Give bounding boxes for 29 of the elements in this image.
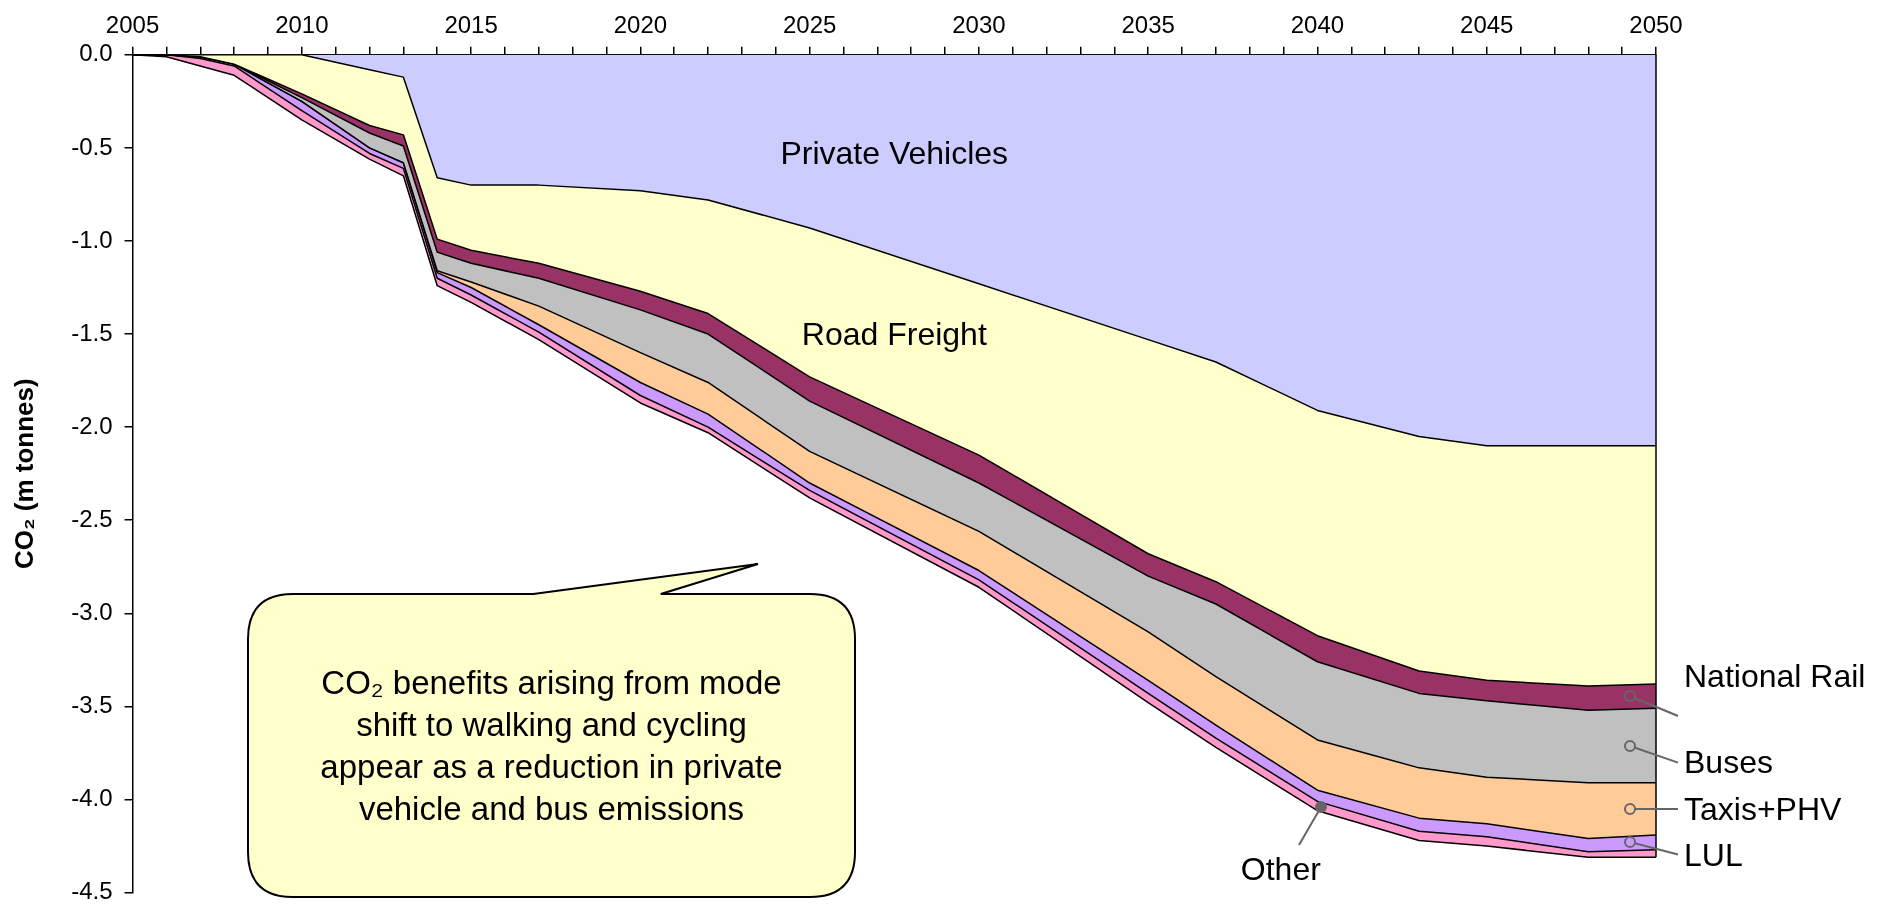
- x-tick-label: 2030: [952, 11, 1006, 39]
- legend-label: Buses: [1684, 743, 1774, 783]
- x-tick-label: 2045: [1460, 11, 1514, 39]
- y-tick-label: -1.5: [71, 318, 113, 346]
- x-tick-label: 2035: [1121, 11, 1175, 39]
- legend-label: National Rail: [1684, 657, 1867, 697]
- annotation: CO₂ benefits arising from mode shift to walking and cycling appear as a reduction in private vehicle and bus emissions: [319, 662, 784, 829]
- x-tick-label: 2025: [782, 11, 837, 39]
- y-tick-label: -2.0: [71, 411, 113, 439]
- legend-label: Taxis+PHV: [1684, 789, 1843, 829]
- x-tick-label: 2010: [275, 11, 329, 39]
- y-tick-label: -2.5: [71, 504, 113, 532]
- x-tick-label: 2020: [613, 11, 668, 39]
- y-tick-label: -1.0: [71, 225, 113, 253]
- series-label: Road Freight: [801, 315, 987, 352]
- x-tick-label: 2040: [1290, 11, 1345, 39]
- x-tick-label: 2015: [444, 11, 498, 39]
- x-tick-label: 2005: [105, 11, 160, 39]
- series-label: Private Vehicles: [780, 135, 1009, 172]
- y-tick-label: -4.5: [71, 877, 113, 905]
- y-tick-label: -0.5: [71, 132, 113, 160]
- series-label: Other: [1239, 850, 1322, 889]
- y-axis-title: CO₂ (m tonnes): [8, 378, 39, 570]
- y-tick-label: -4.0: [71, 784, 113, 812]
- y-tick-label: -3.0: [71, 597, 113, 625]
- x-tick-label: 2050: [1629, 11, 1683, 39]
- y-tick-label: 0.0: [79, 39, 113, 67]
- y-tick-label: -3.5: [71, 691, 113, 719]
- legend-label: LUL: [1684, 835, 1744, 875]
